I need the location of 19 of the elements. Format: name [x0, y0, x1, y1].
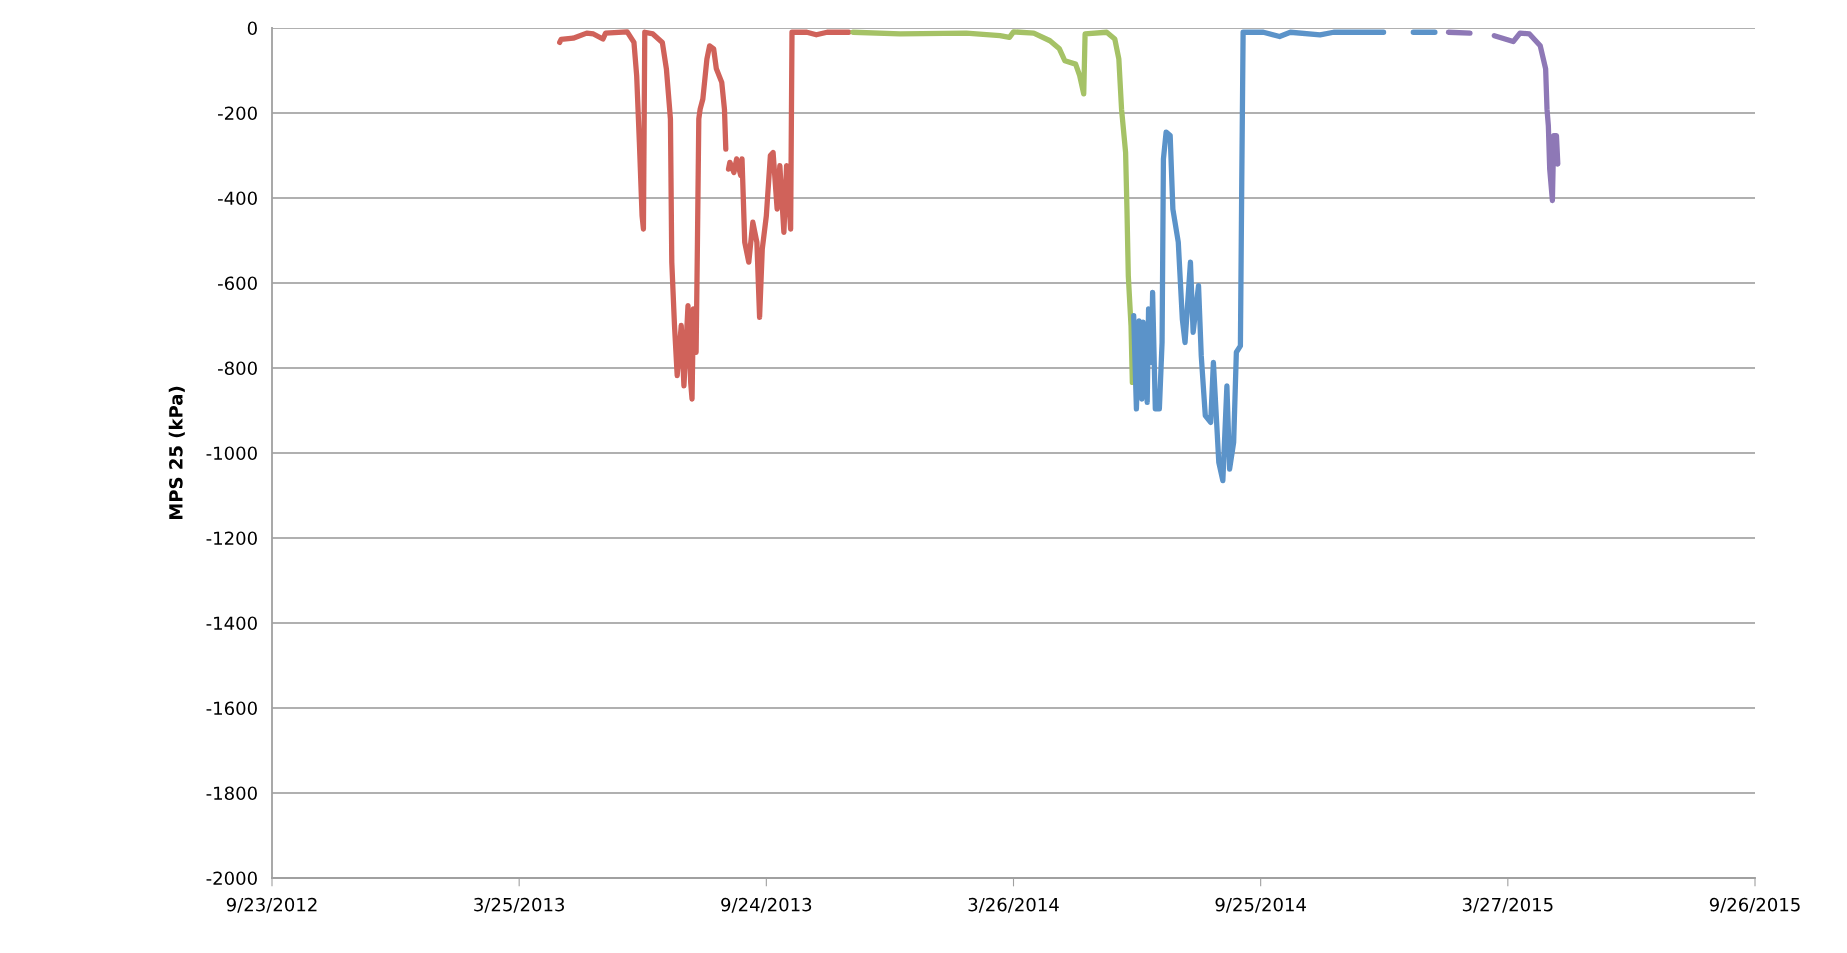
x-tick-label: 9/25/2014: [1215, 897, 1306, 913]
x-tick-label: 9/24/2013: [721, 897, 812, 913]
y-tick-label: -400: [218, 191, 257, 206]
x-tick-label: 9/23/2012: [226, 897, 317, 913]
x-tick-label: 3/25/2013: [474, 897, 565, 913]
y-tick-label: -800: [218, 361, 257, 376]
y-tick-label: -600: [218, 276, 257, 291]
y-tick-label: -2000: [206, 871, 257, 886]
y-tick-label: 0: [247, 21, 257, 36]
y-axis-title: MPS 25 (kPa): [168, 386, 185, 520]
x-tick-label: 3/26/2014: [968, 897, 1059, 913]
x-tick-label: 9/26/2015: [1709, 897, 1800, 913]
y-tick-label: -1000: [206, 446, 257, 461]
y-tick-label: -1800: [206, 786, 257, 801]
x-tick-label: 3/27/2015: [1462, 897, 1553, 913]
y-tick-label: -1400: [206, 616, 257, 631]
y-tick-label: -1600: [206, 701, 257, 716]
y-tick-label: -1200: [206, 531, 257, 546]
y-tick-label: -200: [218, 106, 257, 121]
